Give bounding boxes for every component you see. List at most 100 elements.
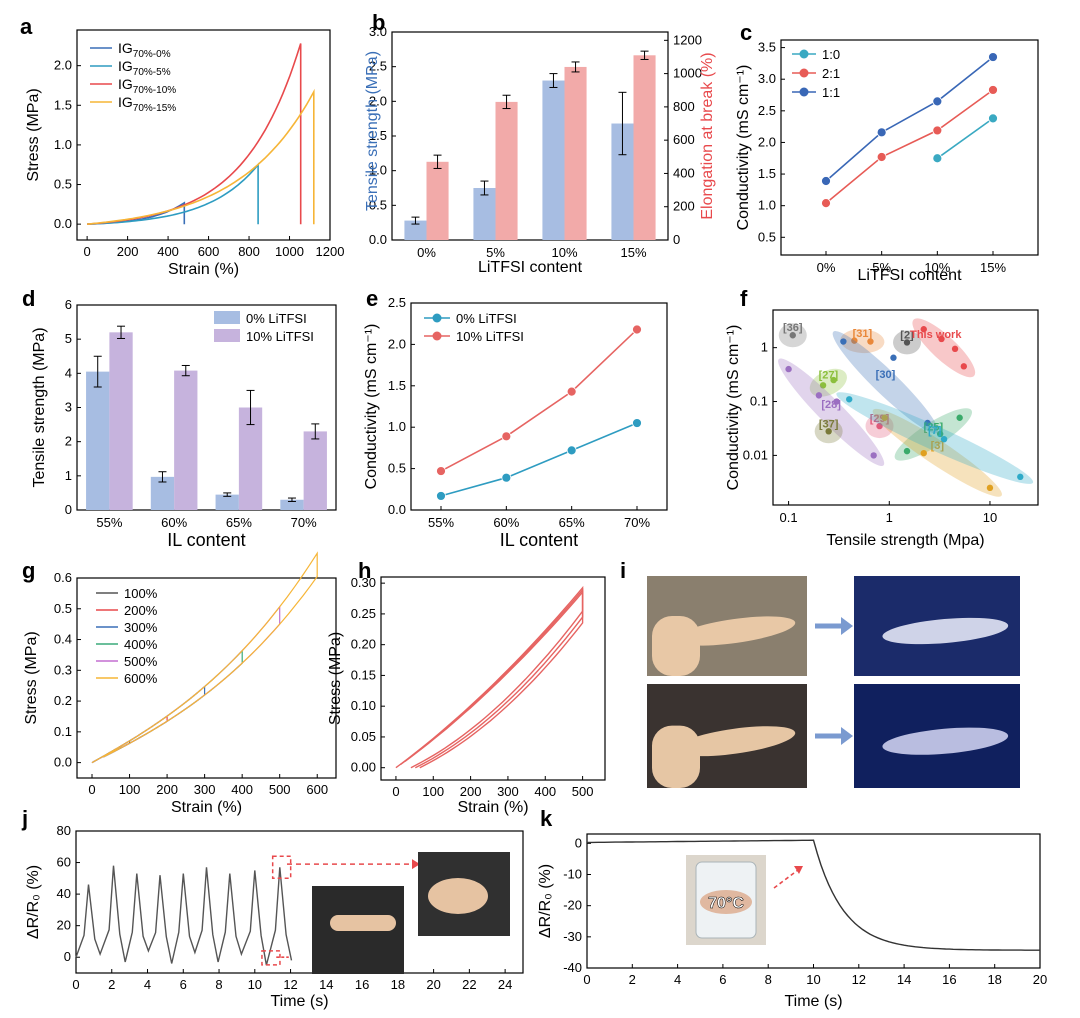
- panel-j-xtick-label: 16: [355, 977, 369, 992]
- panel-a-ytick-label: 0.0: [54, 216, 72, 231]
- legend-base: IG: [118, 94, 133, 110]
- legend-label-IG70%-0%: IG70%-0%: [118, 40, 171, 60]
- panel-k-ytick-label: -40: [563, 960, 582, 975]
- legend-label: 10% LiTFSI: [246, 329, 314, 344]
- panel-e-ytick-label: 2.5: [388, 295, 406, 310]
- scatter-point: [1017, 473, 1024, 481]
- panel-c-xtick-label: 10%: [924, 260, 950, 275]
- legend-sub: 70%-0%: [133, 49, 171, 60]
- panel-j-xtick-label: 6: [180, 977, 187, 992]
- panel-e-xtick-label: 65%: [559, 515, 585, 530]
- legend-label: 1:1: [822, 85, 840, 100]
- legend-sub: 70%-5%: [133, 67, 171, 78]
- panel-g-xtick-label: 0: [88, 782, 95, 797]
- bar-0% LiTFSI: [86, 371, 110, 510]
- series-line-400%: [91, 649, 243, 764]
- panel-label-j: j: [21, 806, 28, 831]
- arrow-head: [841, 727, 853, 745]
- panel-e-ytick-label: 1.0: [388, 419, 406, 434]
- panel-g-xtick-label: 400: [231, 782, 253, 797]
- highlight-box: [261, 950, 281, 966]
- bar-elongation: [495, 101, 518, 240]
- panel-j-ytick-label: 80: [57, 823, 71, 838]
- group-label: This work: [910, 329, 962, 341]
- panel-a-xtick-label: 200: [117, 244, 139, 259]
- panel-h-xtick-label: 300: [497, 784, 519, 799]
- panel-j-xlabel: Time (s): [270, 993, 328, 1010]
- panel-c-ytick-label: 0.5: [758, 229, 776, 244]
- scatter-point: [881, 414, 888, 421]
- panel-j-xtick-label: 4: [144, 977, 151, 992]
- panel-a-xtick-label: 1200: [316, 244, 345, 259]
- panel-d-ytick-label: 3: [65, 400, 72, 415]
- panel-label-c: c: [740, 20, 752, 45]
- data-point: [988, 85, 998, 95]
- panel-g-ytick-label: 0.5: [54, 601, 72, 616]
- panel-j-ylabel: ΔR/R₀ (%): [25, 865, 42, 939]
- panel-e-ytick-label: 0.0: [388, 502, 406, 517]
- group-ellipse: [832, 331, 939, 434]
- panel-c-ytick-label: 3.5: [758, 40, 776, 55]
- group-ellipse: [894, 408, 973, 461]
- panel-j-xtick-label: 18: [391, 977, 405, 992]
- legend-base: IG: [118, 40, 133, 56]
- arrow-head: [412, 859, 420, 870]
- panel-c-ytick-label: 3.0: [758, 71, 776, 86]
- panel-a-xtick-label: 400: [157, 244, 179, 259]
- series-line-300%: [91, 685, 206, 764]
- legend-label: 0% LiTFSI: [246, 311, 307, 326]
- panel-b-xtick-label: 5%: [486, 245, 505, 260]
- panel-d: d 0 1 2 3 4 5 6 55% 60% 65% 70% 0% LiTFSI 10% LiTFSI I…: [22, 286, 337, 550]
- panel-b-ytick-label: 0.0: [369, 232, 387, 247]
- data-point: [632, 418, 642, 428]
- group-ellipse: [872, 408, 1002, 497]
- scatter-point: [960, 363, 968, 370]
- panel-d-ytick-label: 0: [65, 502, 72, 517]
- panel-g-ytick-label: 0.2: [54, 693, 72, 708]
- panel-d-ytick-label: 1: [65, 468, 72, 483]
- panel-h-ytick-label: 0.15: [351, 667, 376, 682]
- panel-h-xlabel: Strain (%): [457, 799, 528, 816]
- panel-b-ytick-label-right: 1200: [673, 32, 702, 47]
- scatter-point: [785, 365, 792, 373]
- panel-a: a 0 200 400 600 800 1000 1200 0.0 0.5 1.0 1.5 2.0 Str…: [20, 14, 344, 278]
- legend-marker: [432, 313, 442, 323]
- group-ellipse: [809, 368, 847, 397]
- panel-k-ytick-label: 0: [575, 835, 582, 850]
- scatter-point: [920, 326, 927, 333]
- panel-k-xtick-label: 8: [765, 972, 772, 987]
- panel-a-xlabel: Strain (%): [168, 261, 239, 278]
- panel-b-ytick-label-right: 200: [673, 199, 695, 214]
- series-line-IG70%-5%: [87, 162, 259, 225]
- panel-h-xtick-label: 400: [534, 784, 556, 799]
- panel-b-ylabel: Tensile strength (MPa): [364, 51, 381, 211]
- data-point: [876, 152, 887, 162]
- legend-marker: [432, 331, 442, 341]
- panel-f-ytick-label: 0.01: [743, 447, 768, 462]
- data-point: [436, 466, 446, 476]
- panel-h-ytick-label: 0.25: [351, 606, 376, 621]
- scatter-point: [851, 337, 858, 344]
- panel-g-ytick-label: 0.6: [54, 570, 72, 585]
- panel-g-xtick-label: 600: [306, 782, 328, 797]
- bar-tensile: [611, 123, 634, 240]
- panel-g-ylabel: Stress (MPa): [23, 631, 40, 724]
- panel-b-ytick-label-right: 0: [673, 232, 680, 247]
- series-line-500%: [91, 605, 281, 764]
- panel-f-ytick-label: 0.1: [750, 394, 768, 409]
- scatter-point: [876, 422, 883, 430]
- hand-shape: [652, 616, 700, 676]
- panel-j-xtick-label: 20: [426, 977, 440, 992]
- panel-f: f 0.1 1 10 0.01 0.1 1 [36] [31] [2]This work [30] […: [725, 286, 1039, 549]
- legend-label-IG70%-15%: IG70%-15%: [118, 94, 176, 114]
- legend-label: 1:0: [822, 47, 840, 62]
- panel-f-ylabel: Conductivity (mS cm⁻¹): [725, 325, 742, 491]
- scatter-point: [890, 354, 897, 361]
- panel-g: g 0 100 200 300 400 500 600 0.0 0.1 0.2 0.3 0.4 0.5 0.…: [22, 551, 337, 816]
- panel-k-xtick-label: 12: [852, 972, 866, 987]
- legend-label: 10% LiTFSI: [456, 329, 524, 344]
- arrow-head: [841, 617, 853, 635]
- panel-g-frame: [76, 577, 337, 779]
- series-line-1:0: [936, 117, 994, 159]
- data-point: [932, 153, 943, 164]
